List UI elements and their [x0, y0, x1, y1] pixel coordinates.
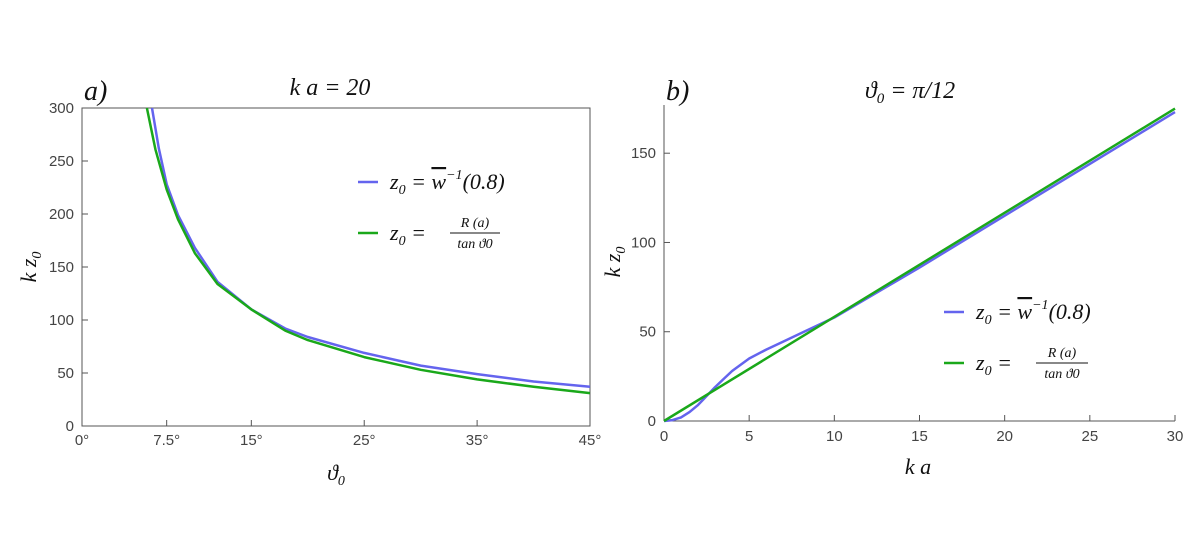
panel-b-series-green [663, 107, 1176, 423]
panel-a-legend: z0 = w−1(0.8) z0 = R (a) tan ϑ0 [358, 168, 505, 252]
panel-a-ytick-label: 0 [66, 418, 74, 435]
panel-a-legend-green-lhs: z0 = [389, 220, 426, 249]
panel-b-legend-green-lhs: z0 = [975, 350, 1012, 379]
panel-a-legend-green-num: R (a) [460, 216, 490, 231]
panel-b-legend-green-den: tan ϑ0 [1044, 367, 1079, 382]
panel-b-ticks: 0 5 10 15 20 25 30 0 50 100 150 [631, 145, 1183, 445]
panel-b-xtick-label: 20 [996, 428, 1013, 445]
panel-b-xtick-label: 0 [660, 428, 668, 445]
panel-a-xtick-label: 15° [240, 432, 263, 449]
panel-b-series [663, 107, 1176, 423]
panel-a-legend-blue-label: z0 = w−1(0.8) [389, 168, 505, 198]
panel-b-xtick-label: 10 [826, 428, 843, 445]
panel-b-title: ϑ0 = π/12 [865, 78, 955, 107]
panel-b-series-blue [663, 111, 1176, 423]
panel-a-xlabel: ϑ0 [327, 460, 345, 489]
panel-a-series [145, 107, 591, 395]
panel-a-ytick-label: 150 [49, 259, 74, 276]
panel-b-xtick-label: 5 [745, 428, 753, 445]
panel-a-title: k a = 20 [290, 75, 371, 101]
panel-a-ytick-label: 200 [49, 206, 74, 223]
panel-a-ytick-label: 300 [49, 100, 74, 117]
panel-a: a) k a = 20 0° 7.5° 15° 25° 35° 45° 0 50 100 150 2… [16, 75, 601, 489]
panel-a-letter: a) [84, 76, 107, 107]
panel-a-xtick-label: 7.5° [153, 432, 180, 449]
panel-b-ylabel: k z0 [600, 247, 629, 278]
panel-b-legend-blue-label: z0 = w−1(0.8) [975, 298, 1091, 328]
panel-b-ytick-label: 150 [631, 145, 656, 162]
panel-a-xtick-label: 35° [466, 432, 489, 449]
panel-b-legend: z0 = w−1(0.8) z0 = R (a) tan ϑ0 [944, 298, 1091, 382]
panel-a-xtick-label: 0° [75, 432, 89, 449]
panel-b-ytick-label: 100 [631, 234, 656, 251]
panel-b-xlabel: k a [905, 454, 931, 479]
panel-a-xtick-label: 25° [353, 432, 376, 449]
panel-a-series-blue [150, 107, 591, 389]
panel-a-series-green [145, 107, 591, 395]
panel-b-ytick-label: 0 [648, 413, 656, 430]
panel-b-letter: b) [666, 76, 689, 107]
panel-b-ytick-label: 50 [639, 324, 656, 341]
panel-b-legend-green-num: R (a) [1047, 346, 1077, 361]
panel-a-legend-green-den: tan ϑ0 [457, 237, 492, 252]
panel-b-xtick-label: 25 [1081, 428, 1098, 445]
panel-b-xtick-label: 15 [911, 428, 928, 445]
panel-a-ticks: 0° 7.5° 15° 25° 35° 45° 0 50 100 150 200 250 300 [49, 100, 601, 449]
panel-a-ylabel: k z0 [16, 252, 45, 283]
panel-a-ytick-label: 100 [49, 312, 74, 329]
panel-b: b) ϑ0 = π/12 0 5 10 15 20 25 30 0 50 100 150 k a k… [600, 76, 1183, 479]
panel-a-xtick-label: 45° [579, 432, 602, 449]
panel-a-ytick-label: 250 [49, 153, 74, 170]
panel-a-ytick-label: 50 [57, 365, 74, 382]
panel-b-xtick-label: 30 [1167, 428, 1184, 445]
